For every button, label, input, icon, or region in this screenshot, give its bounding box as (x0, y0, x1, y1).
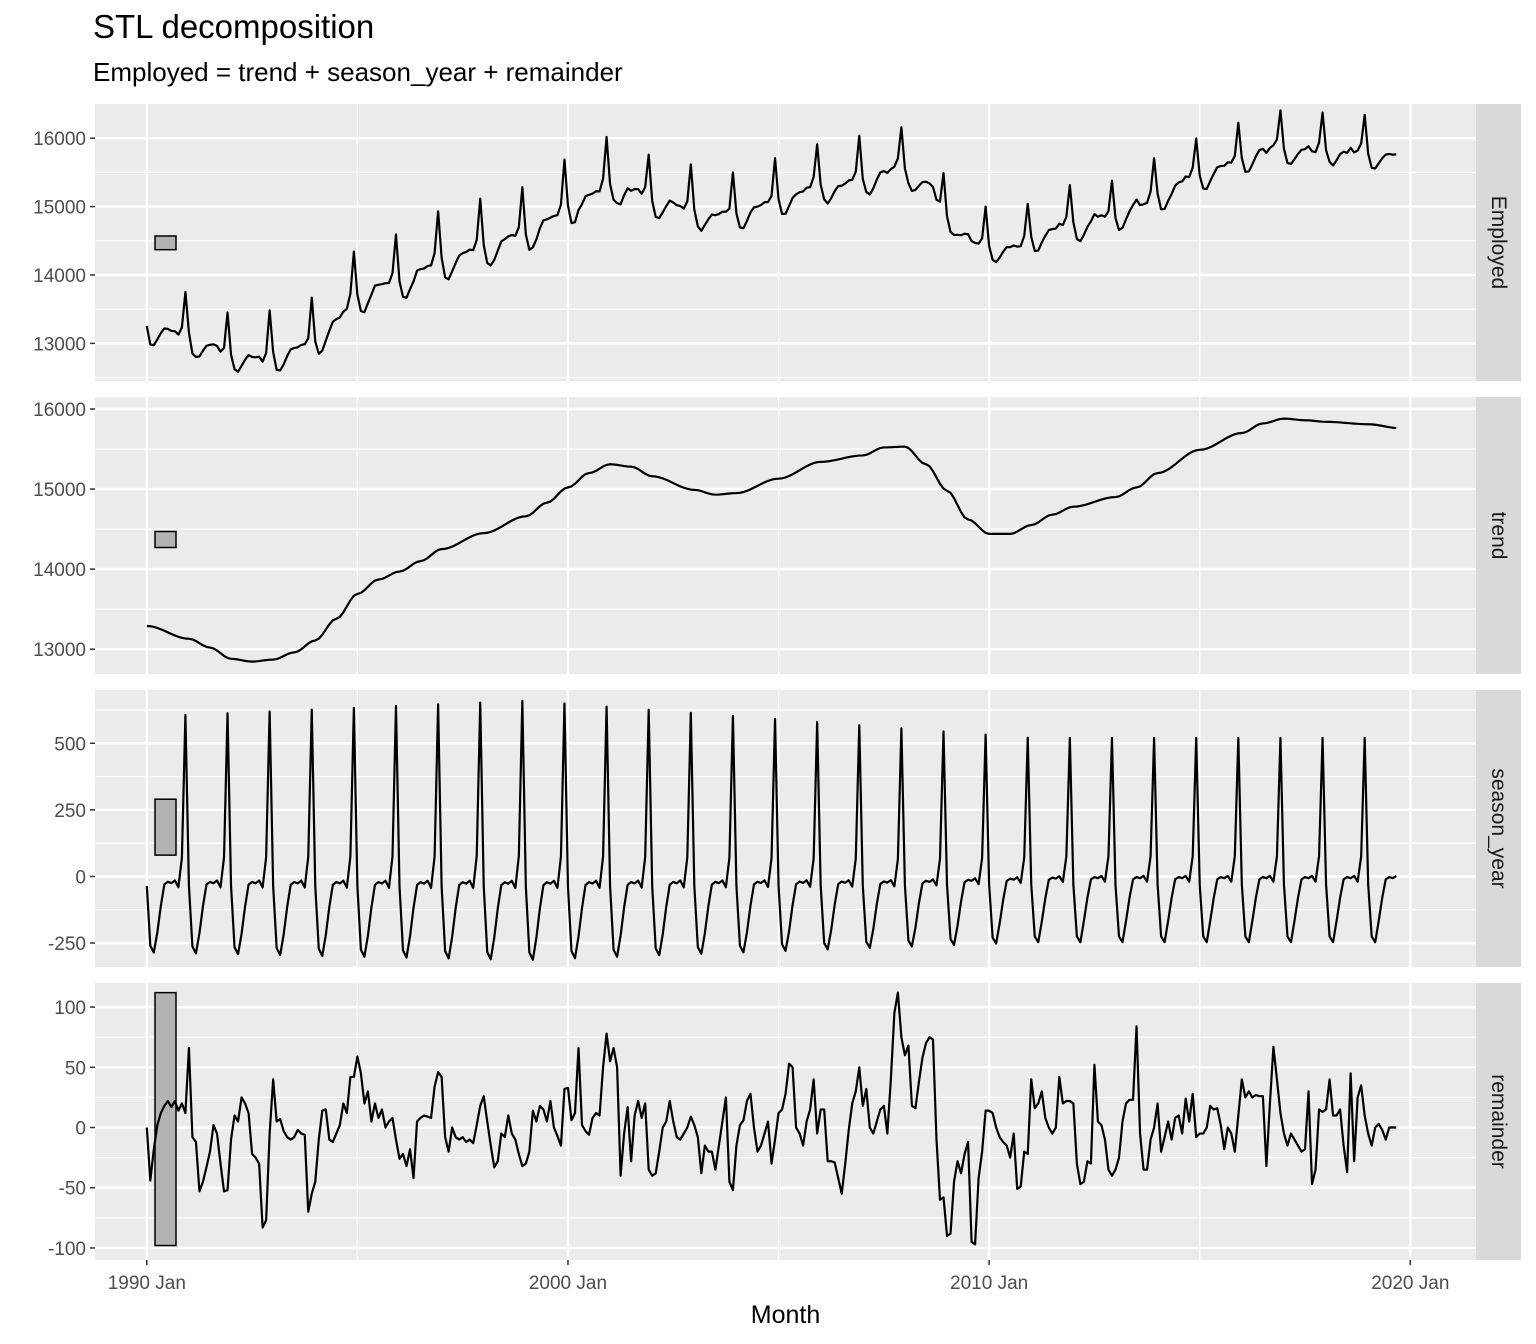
chart-title: STL decomposition (93, 8, 375, 45)
y-tick-label-employed: 15000 (33, 198, 86, 219)
y-tick-label-remainder: -100 (48, 1239, 86, 1260)
chart-subtitle: Employed = trend + season_year + remaind… (93, 57, 623, 87)
y-tick-label-season-year: 0 (75, 867, 86, 888)
panel-background-trend (95, 397, 1476, 674)
y-tick-label-trend: 15000 (33, 480, 86, 501)
x-axis-title: Month (751, 1301, 820, 1329)
scale-bar-trend (154, 530, 177, 549)
series-line-remainder (145, 991, 1397, 1246)
x-tick-label: 2000 Jan (529, 1273, 607, 1294)
y-tick-label-employed: 14000 (33, 266, 86, 287)
y-tick-label-trend: 14000 (33, 560, 86, 581)
series-line-season-year (145, 699, 1397, 961)
x-tick-label: 2010 Jan (950, 1273, 1028, 1294)
scale-bar-remainder (154, 991, 177, 1247)
y-tick-label-trend: 16000 (33, 400, 86, 421)
facet-strip-employed (1476, 104, 1521, 381)
scale-bar-employed (154, 235, 177, 251)
series-line-trend (146, 417, 1397, 663)
y-tick-label-season-year: -250 (48, 934, 86, 955)
y-tick-label-remainder: 100 (54, 998, 86, 1019)
y-tick-label-employed: 16000 (33, 129, 86, 150)
facet-strip-label-season-year: season_year (1487, 768, 1510, 888)
y-tick-label-remainder: 0 (75, 1119, 86, 1140)
facet-strip-trend (1476, 397, 1521, 674)
facet-strip-season-year (1476, 690, 1521, 967)
panel-background-remainder (95, 983, 1476, 1260)
panel-background-employed (95, 104, 1476, 381)
series-line-employed (145, 109, 1397, 373)
facet-strip-label-employed: Employed (1487, 196, 1510, 289)
facet-strip-label-trend: trend (1487, 512, 1510, 560)
panel-background-season-year (95, 690, 1476, 967)
x-tick-label: 2020 Jan (1371, 1273, 1449, 1294)
y-tick-label-trend: 13000 (33, 640, 86, 661)
scale-bar-season-year (154, 798, 177, 856)
y-tick-label-season-year: 250 (54, 801, 86, 822)
y-tick-label-season-year: 500 (54, 734, 86, 755)
y-tick-label-remainder: 50 (65, 1058, 86, 1079)
y-tick-label-remainder: -50 (59, 1179, 86, 1200)
facet-strip-label-remainder: remainder (1487, 1074, 1510, 1169)
y-tick-label-employed: 13000 (33, 334, 86, 355)
facet-strip-remainder (1476, 983, 1521, 1260)
x-tick-label: 1990 Jan (108, 1273, 186, 1294)
